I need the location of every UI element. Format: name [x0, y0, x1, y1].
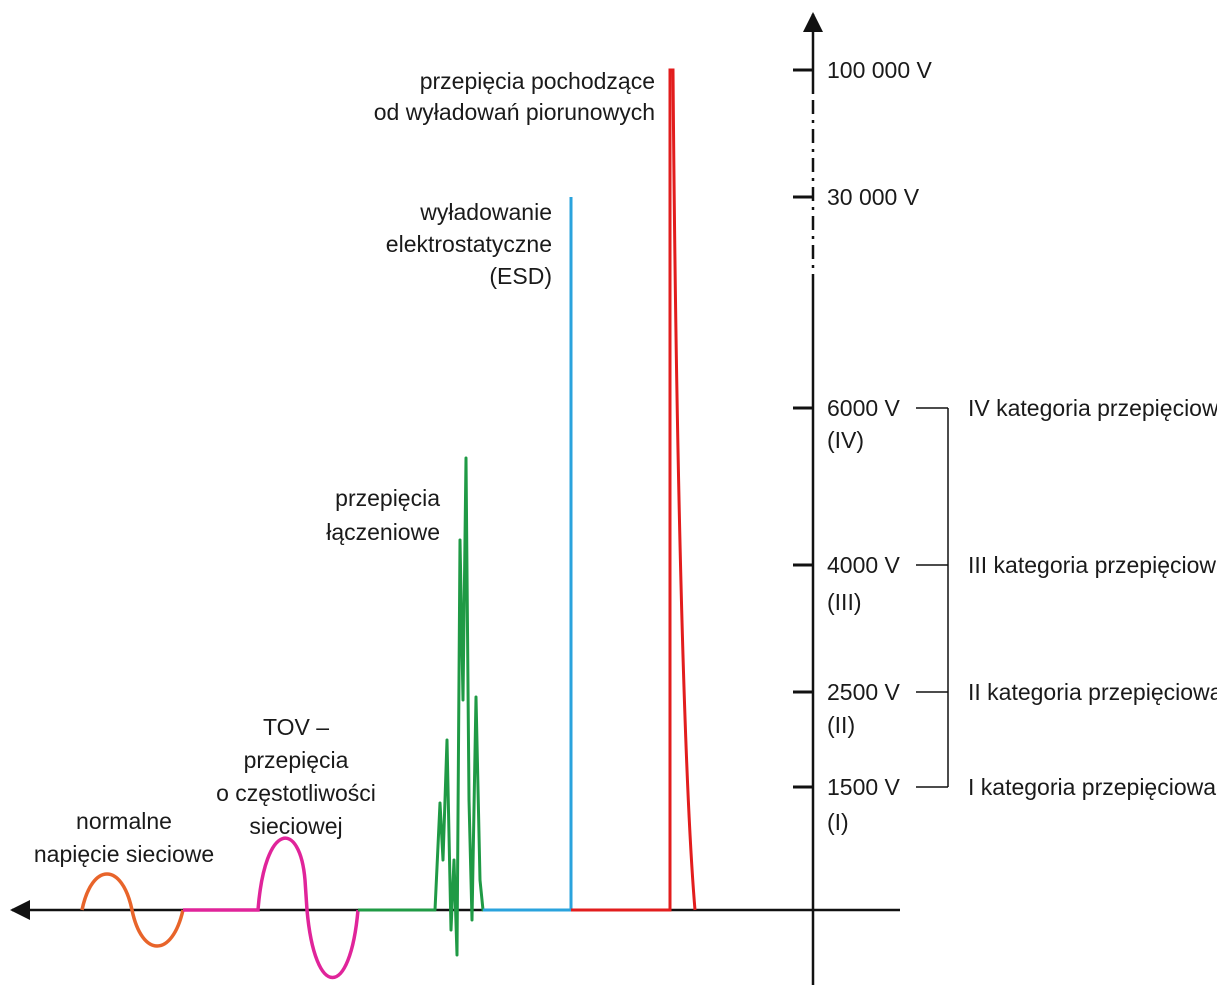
- normal-voltage-wave: [80, 872, 185, 948]
- label-esd-line-2: elektrostatyczne: [386, 231, 552, 257]
- label-switching-line-1: przepięcia: [335, 485, 440, 511]
- category-bracket: [916, 407, 949, 788]
- tov-wave: [183, 836, 360, 979]
- label-tov-line-3: o częstotliwości: [216, 780, 376, 806]
- label-normal-voltage: normalne napięcie sieciowe: [34, 808, 214, 867]
- tick-label-1500: 1500 V: [827, 774, 901, 800]
- lightning-wave: [571, 68, 697, 912]
- label-tov-line-2: przepięcia: [244, 747, 349, 773]
- tick-label-4000: 4000 V: [827, 552, 901, 578]
- tick-labels: 100 000 V 30 000 V 6000 V (IV) 4000 V (I…: [827, 57, 933, 835]
- switching-surge-wave: [358, 456, 486, 957]
- label-lightning: przepięcia pochodzące od wyładowań pioru…: [374, 68, 655, 125]
- tick-label-30000: 30 000 V: [827, 184, 920, 210]
- tick-sublabel-ii: (II): [827, 712, 855, 738]
- label-tov-line-1: TOV –: [263, 714, 329, 740]
- tick-sublabel-iv: (IV): [827, 427, 864, 453]
- label-switching: przepięcia łączeniowe: [326, 485, 440, 545]
- label-normal-line-2: napięcie sieciowe: [34, 841, 214, 867]
- label-esd-line-1: wyładowanie: [419, 199, 552, 225]
- label-esd-line-3: (ESD): [489, 263, 552, 289]
- tick-sublabel-iii: (III): [827, 589, 862, 615]
- category-i: I kategoria przepięciowa: [968, 774, 1216, 800]
- category-ii: II kategoria przepięciowa: [968, 679, 1217, 705]
- tick-label-100000: 100 000 V: [827, 57, 933, 83]
- label-tov: TOV – przepięcia o częstotliwości siecio…: [216, 714, 376, 839]
- label-lightning-line-2: od wyładowań piorunowych: [374, 99, 655, 125]
- label-lightning-line-1: przepięcia pochodzące: [420, 68, 655, 94]
- axis-ticks: [793, 68, 813, 789]
- tick-sublabel-i: (I): [827, 809, 849, 835]
- label-esd: wyładowanie elektrostatyczne (ESD): [386, 199, 552, 289]
- label-tov-line-4: sieciowej: [249, 813, 342, 839]
- tick-label-2500: 2500 V: [827, 679, 901, 705]
- label-switching-line-2: łączeniowe: [326, 519, 440, 545]
- category-iii: III kategoria przepięciowa: [968, 552, 1217, 578]
- category-iv: IV kategoria przepięciowa: [968, 395, 1217, 421]
- tick-label-6000: 6000 V: [827, 395, 901, 421]
- esd-wave: [483, 197, 573, 912]
- category-labels: IV kategoria przepięciowa III kategoria …: [968, 395, 1217, 800]
- label-normal-line-1: normalne: [76, 808, 172, 834]
